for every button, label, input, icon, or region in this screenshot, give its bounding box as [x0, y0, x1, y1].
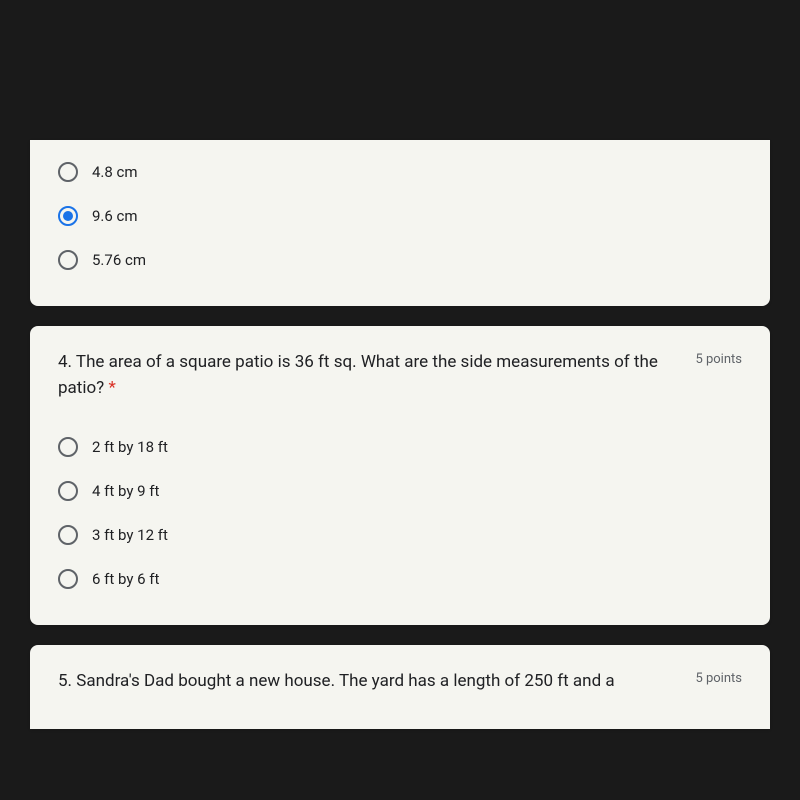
required-mark: *	[108, 378, 115, 398]
question-body: 4. The area of a square patio is 36 ft s…	[58, 352, 658, 398]
option-row[interactable]: 4.8 cm	[58, 150, 742, 194]
option-row[interactable]: 5.76 cm	[58, 238, 742, 282]
question-card-3-partial: 4.8 cm 9.6 cm 5.76 cm	[30, 140, 770, 306]
option-row[interactable]: 6 ft by 6 ft	[58, 557, 742, 601]
radio-icon	[58, 481, 78, 501]
points-label: 5 points	[695, 352, 742, 367]
option-label: 2 ft by 18 ft	[92, 438, 168, 456]
option-label: 5.76 cm	[92, 251, 146, 269]
radio-icon	[58, 569, 78, 589]
option-label: 6 ft by 6 ft	[92, 570, 159, 588]
option-label: 3 ft by 12 ft	[92, 526, 168, 544]
radio-icon	[58, 250, 78, 270]
question-card-5-partial: 5. Sandra's Dad bought a new house. The …	[30, 645, 770, 729]
option-label: 4.8 cm	[92, 163, 138, 181]
option-label: 4 ft by 9 ft	[92, 482, 159, 500]
question-body: 5. Sandra's Dad bought a new house. The …	[58, 671, 615, 691]
radio-icon	[58, 525, 78, 545]
radio-icon	[58, 437, 78, 457]
option-row[interactable]: 3 ft by 12 ft	[58, 513, 742, 557]
question-text: 5. Sandra's Dad bought a new house. The …	[58, 669, 695, 695]
question-card-4: 4. The area of a square patio is 36 ft s…	[30, 326, 770, 625]
question-header: 5. Sandra's Dad bought a new house. The …	[58, 669, 742, 695]
option-row[interactable]: 9.6 cm	[58, 194, 742, 238]
radio-icon	[58, 162, 78, 182]
question-header: 4. The area of a square patio is 36 ft s…	[58, 350, 742, 401]
radio-dot-icon	[63, 211, 73, 221]
option-label: 9.6 cm	[92, 207, 138, 225]
points-label: 5 points	[695, 671, 742, 686]
option-row[interactable]: 2 ft by 18 ft	[58, 425, 742, 469]
radio-icon-selected	[58, 206, 78, 226]
question-text: 4. The area of a square patio is 36 ft s…	[58, 350, 695, 401]
option-row[interactable]: 4 ft by 9 ft	[58, 469, 742, 513]
